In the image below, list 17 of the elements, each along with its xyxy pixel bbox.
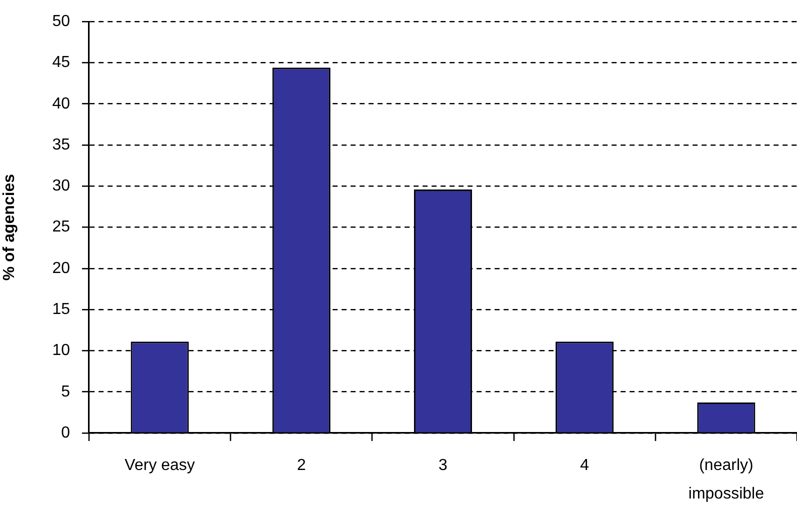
y-tick-label: 50	[52, 13, 70, 30]
x-tick-label: (nearly) impossible	[688, 456, 764, 503]
x-tick-label: Very easy	[124, 456, 195, 474]
x-tick-label: 4	[580, 456, 590, 474]
y-tick-label: 20	[52, 260, 70, 277]
y-tick-label: 0	[61, 424, 70, 442]
y-axis-title: % of agencies	[1, 174, 18, 281]
x-tick-label: 3	[438, 456, 448, 474]
y-tick-label: 35	[52, 136, 70, 154]
y-tick-label: 45	[52, 54, 70, 72]
y-tick-label: 10	[52, 342, 70, 360]
x-tick-label: 2	[296, 456, 306, 474]
y-tick-label: 5	[61, 383, 70, 400]
y-tick-label: 15	[52, 300, 70, 318]
y-tick-label: 40	[52, 95, 70, 112]
y-tick-label: 25	[52, 218, 70, 236]
y-tick-label: 30	[52, 178, 70, 195]
